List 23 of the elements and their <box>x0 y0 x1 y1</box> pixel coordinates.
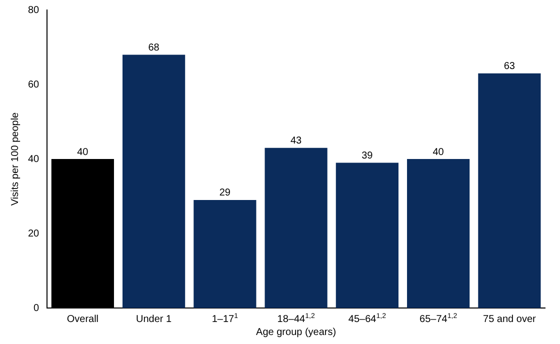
x-tick-label: 75 and over <box>483 314 537 325</box>
x-tick-label: Overall <box>66 314 99 325</box>
y-tick-label: 0 <box>34 302 40 314</box>
x-axis-title: Age group (years) <box>256 326 336 338</box>
bar <box>478 73 541 308</box>
bar <box>264 148 328 308</box>
bar <box>336 162 398 308</box>
data-label: 40 <box>77 146 89 158</box>
x-tick-label: Under 1 <box>136 314 172 325</box>
bar <box>194 200 256 308</box>
data-label: 43 <box>290 136 302 147</box>
data-label: 40 <box>432 146 444 158</box>
y-axis-title: Visits per 100 people <box>10 112 21 206</box>
data-label: 68 <box>148 42 160 54</box>
data-label: 29 <box>219 188 231 199</box>
y-tick-label: 60 <box>28 79 40 90</box>
data-label: 39 <box>362 150 374 162</box>
bar <box>407 159 470 308</box>
data-label: 63 <box>504 61 516 72</box>
bar <box>122 54 186 308</box>
y-tick-label: 40 <box>28 154 40 165</box>
y-tick-label: 80 <box>28 4 40 16</box>
y-tick-label: 20 <box>28 228 40 240</box>
